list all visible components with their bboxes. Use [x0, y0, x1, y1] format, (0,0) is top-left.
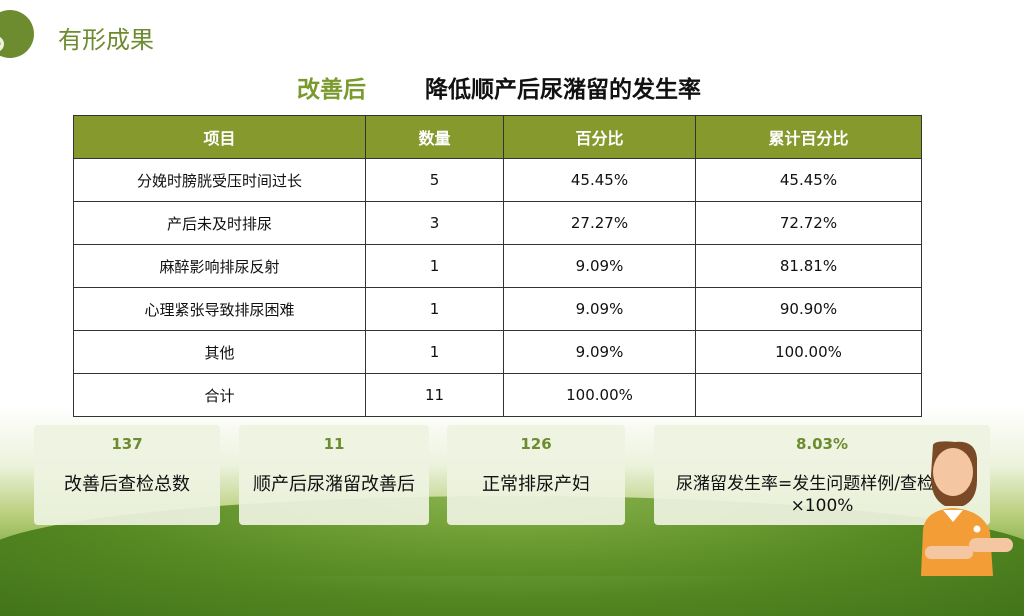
table-cell: 合计 [73, 373, 366, 417]
card-value: 137 [111, 435, 143, 453]
table-cell: 1 [365, 244, 504, 288]
nurse-illustration [921, 441, 1013, 576]
table-row: 其他 1 9.09% 100.00% [73, 330, 922, 374]
table-row: 产后未及时排尿 3 27.27% 72.72% [73, 201, 922, 245]
table-cell: 5 [365, 158, 504, 202]
table-row: 分娩时膀胱受压时间过长 5 45.45% 45.45% [73, 158, 922, 202]
card-label: 尿潴留发生率=发生问题样例/查检数量×100% [676, 474, 968, 516]
table-cell: 3 [365, 201, 504, 245]
table-cell: 90.90% [695, 287, 922, 331]
table-cell: 9.09% [503, 330, 696, 374]
card-label: 顺产后尿潴留改善后 [253, 474, 415, 495]
medical-cross-icon: ✚ [0, 36, 4, 52]
summary-card: 126 正常排尿产妇 [447, 425, 625, 525]
column-header: 累计百分比 [695, 115, 922, 159]
table-cell: 心理紧张导致排尿困难 [73, 287, 366, 331]
table-cell: 分娩时膀胱受压时间过长 [73, 158, 366, 202]
column-header: 数量 [365, 115, 504, 159]
table-cell: 100.00% [695, 330, 922, 374]
section-heading: 改善后 降低顺产后尿潴留的发生率 [0, 70, 1024, 103]
table-cell: 1 [365, 287, 504, 331]
table-row: 麻醉影响排尿反射 1 9.09% 81.81% [73, 244, 922, 288]
card-value: 11 [323, 435, 345, 453]
table-cell: 9.09% [503, 287, 696, 331]
table-cell: 100.00% [503, 373, 696, 417]
table-cell: 45.45% [503, 158, 696, 202]
table-cell: 麻醉影响排尿反射 [73, 244, 366, 288]
results-table: 项目 数量 百分比 累计百分比 分娩时膀胱受压时间过长 5 45.45% 45.… [73, 115, 922, 417]
table-cell [695, 373, 922, 417]
logo-icon: ✚ [0, 10, 34, 58]
column-header: 项目 [73, 115, 366, 159]
table-cell: 45.45% [695, 158, 922, 202]
table-cell: 11 [365, 373, 504, 417]
card-label: 正常排尿产妇 [482, 474, 590, 495]
table-cell: 27.27% [503, 201, 696, 245]
table-cell: 其他 [73, 330, 366, 374]
section-prefix: 改善后 [297, 77, 366, 103]
table-row: 合计 11 100.00% [73, 373, 922, 417]
card-value: 8.03% [795, 435, 849, 453]
section-title: 降低顺产后尿潴留的发生率 [425, 77, 701, 103]
summary-card: 137 改善后查检总数 [34, 425, 220, 525]
table-cell: 81.81% [695, 244, 922, 288]
summary-card: 11 顺产后尿潴留改善后 [239, 425, 429, 525]
card-value: 126 [520, 435, 552, 453]
page-title: 有形成果 [58, 26, 154, 54]
summary-cards: 137 改善后查检总数 11 顺产后尿潴留改善后 126 正常排尿产妇 8.03… [0, 425, 1024, 530]
table-header-row: 项目 数量 百分比 累计百分比 [73, 115, 922, 159]
table-cell: 1 [365, 330, 504, 374]
table-cell: 9.09% [503, 244, 696, 288]
table-row: 心理紧张导致排尿困难 1 9.09% 90.90% [73, 287, 922, 331]
card-label: 改善后查检总数 [64, 474, 190, 495]
column-header: 百分比 [503, 115, 696, 159]
table-cell: 产后未及时排尿 [73, 201, 366, 245]
table-cell: 72.72% [695, 201, 922, 245]
